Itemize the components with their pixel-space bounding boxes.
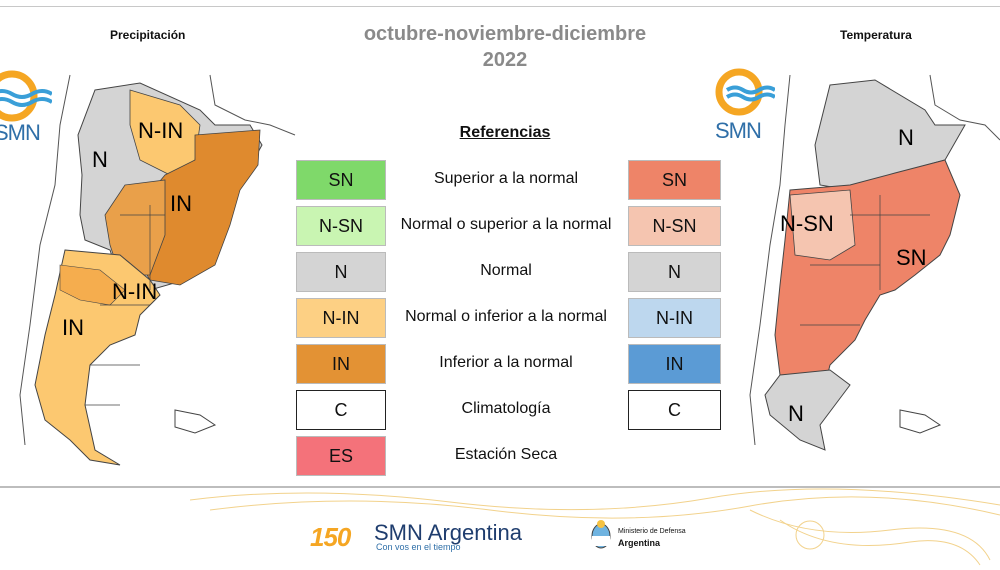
- legend-label-n-in: Normal o inferior a la normal: [405, 308, 607, 325]
- legend-label-in: Inferior a la normal: [439, 354, 573, 371]
- temperature-title: Temperatura: [840, 28, 912, 42]
- bottom-divider: [0, 486, 1000, 488]
- precip-label-3: IN: [170, 191, 192, 216]
- smn-sun-icon: [715, 68, 777, 116]
- temp-legend-swatch-in: IN: [628, 344, 721, 384]
- chile-outline: [19, 74, 71, 446]
- temp-label-3: SN: [896, 245, 927, 270]
- precip-legend-swatch-in: IN: [296, 344, 386, 384]
- neighbour-outline: [209, 74, 296, 136]
- smn-logo-text: SMN: [715, 118, 762, 143]
- anniversary-badge: 150: [310, 522, 351, 552]
- smn-logo-right: SMN: [705, 66, 785, 146]
- malvinas-outline: [174, 409, 217, 434]
- temp-label-2: N-SN: [780, 211, 834, 236]
- legend-label-c: Climatología: [461, 400, 551, 417]
- legend-label-es: Estación Seca: [454, 446, 558, 463]
- precip-label-5: IN: [62, 315, 84, 340]
- precipitation-title: Precipitación: [110, 28, 186, 42]
- temp-legend-swatch-sn: SN: [628, 160, 721, 200]
- coat-of-arms-icon: [591, 520, 611, 549]
- region-cuyo-n-sn: [789, 189, 856, 261]
- chile-outline: [749, 74, 791, 446]
- neighbour-outline: [929, 74, 1000, 141]
- region-patagonia-n-in: [34, 249, 161, 466]
- ministry-logo: Ministerio de Defensa Argentina: [590, 518, 686, 555]
- footer-contour-decoration: [190, 488, 1000, 566]
- temp-legend-swatch-c: C: [628, 390, 721, 430]
- smn-logo-left: SMN: [0, 66, 54, 146]
- legend-label-n-sn: Normal o superior a la normal: [400, 216, 612, 233]
- footer-brand: SMN Argentina: [374, 520, 522, 545]
- temp-label-4: N: [788, 401, 804, 426]
- precip-label-4: N-IN: [112, 279, 157, 304]
- region-northeast-in: [134, 129, 261, 286]
- precip-label-2: N: [92, 147, 108, 172]
- ministry-line-1: Ministerio de Defensa: [618, 528, 686, 535]
- temperature-map: N N-SN SN N: [749, 74, 1000, 451]
- precip-label-1: N-IN: [138, 118, 183, 143]
- top-divider: [0, 6, 1000, 7]
- temp-legend-swatch-n: N: [628, 252, 721, 292]
- precip-legend-swatch-n-sn: N-SN: [296, 206, 386, 246]
- region-south-normal: [764, 369, 851, 451]
- precip-legend-swatch-sn: SN: [296, 160, 386, 200]
- page-title: octubre-noviembre-diciembre: [363, 23, 647, 45]
- temp-legend-swatch-n-in: N-IN: [628, 298, 721, 338]
- ministry-line-2: Argentina: [618, 538, 661, 548]
- precip-legend-swatch-c: C: [296, 390, 386, 430]
- temp-legend-swatch-n-sn: N-SN: [628, 206, 721, 246]
- precip-legend-swatch-n-in: N-IN: [296, 298, 386, 338]
- legend-label-n: Normal: [480, 262, 532, 279]
- page-year: 2022: [482, 49, 528, 71]
- precip-legend-swatch-n: N: [296, 252, 386, 292]
- malvinas-outline: [899, 409, 942, 434]
- temp-label-1: N: [898, 125, 914, 150]
- references-title: Referencias: [459, 124, 551, 141]
- precipitation-map: N-IN N IN N-IN IN: [19, 74, 296, 466]
- footer-tagline: Con vos en el tiempo: [376, 542, 461, 552]
- smn-logo-text: SMN: [0, 120, 41, 145]
- legend-label-sn: Superior a la normal: [433, 170, 579, 187]
- precip-legend-swatch-es: ES: [296, 436, 386, 476]
- smn-sun-icon: [0, 70, 54, 122]
